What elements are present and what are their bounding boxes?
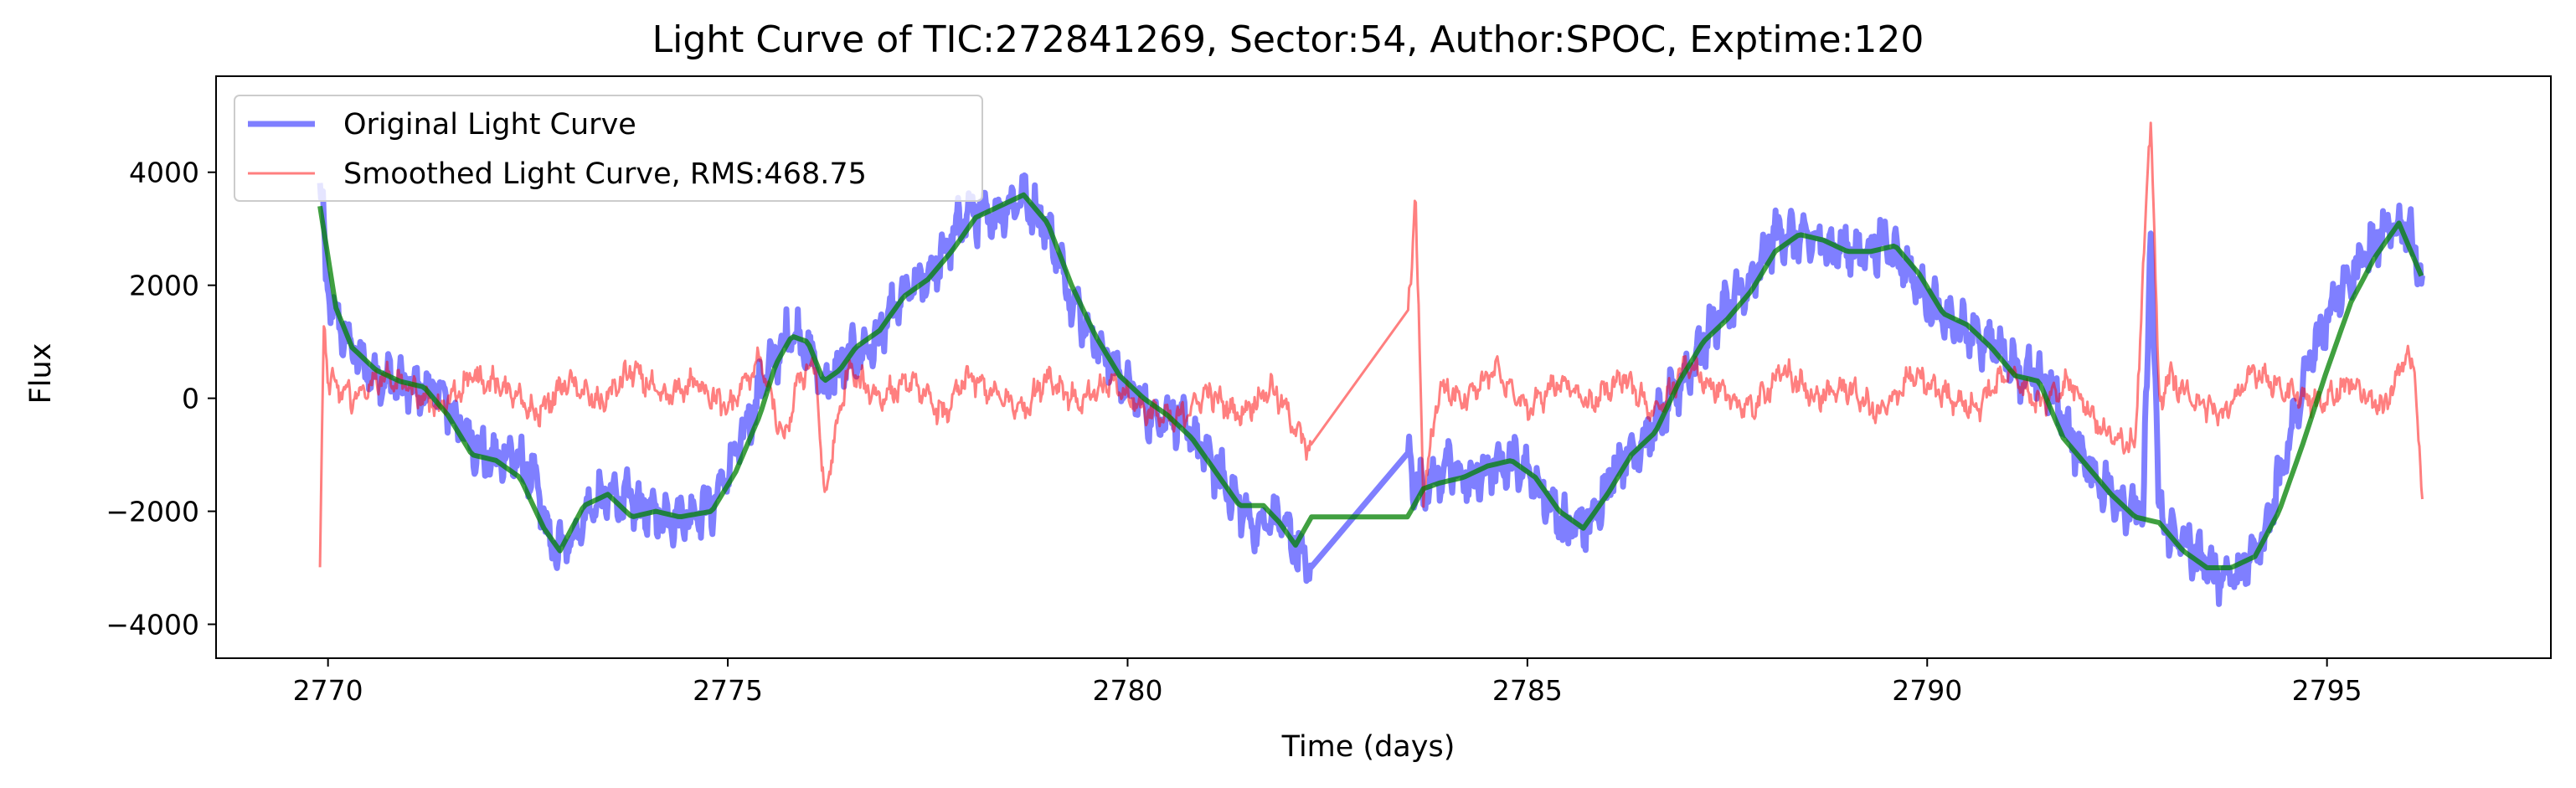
legend-label-smoothed: Smoothed Light Curve, RMS:468.75 [343,157,867,191]
series-original-line [317,172,2425,607]
series-trend-line [317,192,2424,570]
x-tick-label: 2790 [1892,674,1962,707]
legend: Original Light Curve Smoothed Light Curv… [234,95,983,202]
series-smoothed-line [318,121,2424,568]
x-axis-label: Time (days) [1281,730,1455,764]
y-tick-label: 2000 [129,270,199,302]
legend-label-original: Original Light Curve [343,108,636,142]
x-axis: 2770 2775 2780 2785 2790 2795 [293,658,2362,707]
x-tick-label: 2770 [293,674,363,707]
y-tick-label: −2000 [106,496,199,528]
chart-title: Light Curve of TIC:272841269, Sector:54,… [652,18,1924,61]
y-tick-label: −4000 [106,609,199,641]
x-tick-label: 2775 [693,674,763,707]
x-tick-label: 2780 [1092,674,1162,707]
y-tick-label: 0 [182,383,199,415]
x-tick-label: 2785 [1492,674,1563,707]
y-axis: −4000 −2000 0 2000 4000 [106,157,216,641]
legend-box [234,95,983,202]
plot-frame [215,75,2552,659]
y-axis-label: Flux [24,343,58,404]
series-layer [317,121,2425,607]
y-tick-label: 4000 [129,157,199,189]
x-tick-label: 2795 [2292,674,2362,707]
